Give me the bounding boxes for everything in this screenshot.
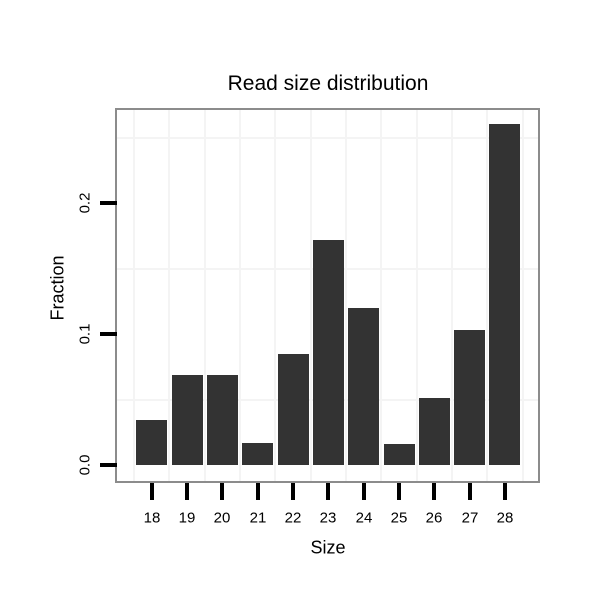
- x-tick-label: 24: [355, 509, 373, 527]
- bar-20: [207, 375, 238, 465]
- y-axis-title: Fraction: [47, 255, 68, 321]
- bar-28: [489, 124, 520, 465]
- x-tick-label: 19: [178, 509, 196, 527]
- bar-23: [313, 240, 344, 465]
- x-tick-label: 26: [425, 509, 443, 527]
- bar-26: [419, 398, 450, 465]
- x-tick-label: 25: [390, 509, 408, 527]
- plot-panel: [115, 108, 540, 483]
- gridline-vertical: [415, 110, 418, 481]
- y-tick: [100, 201, 117, 205]
- y-tick: [100, 332, 117, 336]
- x-tick: [362, 483, 366, 500]
- x-tick-label: 28: [496, 509, 514, 527]
- x-tick-label: 27: [461, 509, 479, 527]
- x-tick: [185, 483, 189, 500]
- chart-title: Read size distribution: [227, 72, 429, 95]
- gridline-vertical: [309, 110, 312, 481]
- y-tick-label: 0.0: [76, 454, 94, 476]
- gridline-vertical: [203, 110, 206, 481]
- x-tick-label: 18: [143, 509, 161, 527]
- gridline-vertical: [274, 110, 277, 481]
- y-tick-label: 0.1: [76, 323, 94, 345]
- bar-27: [454, 330, 485, 465]
- x-tick: [326, 483, 330, 500]
- y-tick: [100, 463, 117, 467]
- x-tick: [256, 483, 260, 500]
- gridline-vertical: [450, 110, 453, 481]
- gridline-vertical: [486, 110, 489, 481]
- x-tick-label: 20: [213, 509, 231, 527]
- bar-22: [278, 354, 309, 465]
- x-tick: [503, 483, 507, 500]
- gridline-vertical: [344, 110, 347, 481]
- x-tick-label: 22: [284, 509, 302, 527]
- gridline-vertical: [521, 110, 524, 481]
- gridline-horizontal: [117, 136, 538, 139]
- bar-18: [136, 420, 167, 465]
- y-tick-label: 0.2: [76, 192, 94, 214]
- x-tick: [220, 483, 224, 500]
- bar-21: [242, 443, 273, 465]
- x-tick-label: 21: [249, 509, 267, 527]
- gridline-vertical: [380, 110, 383, 481]
- x-tick: [150, 483, 154, 500]
- x-tick: [432, 483, 436, 500]
- x-tick-label: 23: [319, 509, 337, 527]
- gridline-vertical: [168, 110, 171, 481]
- gridline-vertical: [238, 110, 241, 481]
- x-tick: [397, 483, 401, 500]
- x-axis-title: Size: [310, 537, 346, 558]
- bar-19: [172, 375, 203, 465]
- bar-24: [348, 308, 379, 465]
- bar-25: [384, 444, 415, 465]
- x-tick: [291, 483, 295, 500]
- x-tick: [468, 483, 472, 500]
- gridline-vertical: [133, 110, 135, 481]
